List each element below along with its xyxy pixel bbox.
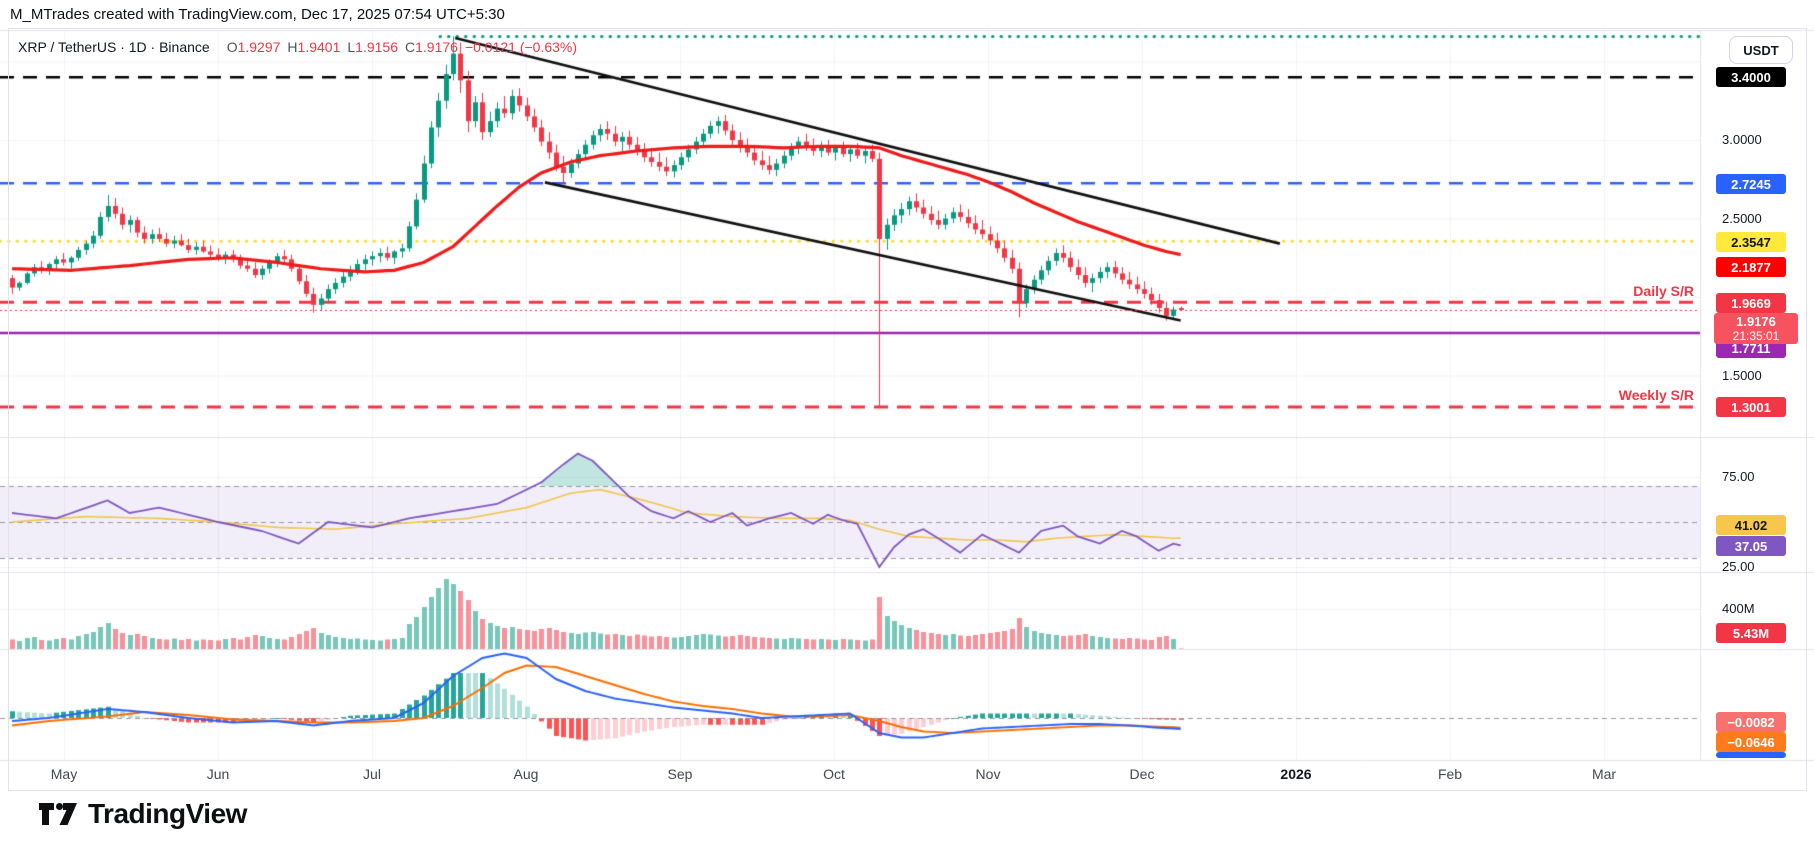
price-scale-label: 3.0000 <box>1722 132 1762 147</box>
indicator-value-tag: 37.05 <box>1716 536 1786 556</box>
time-axis-label: Jun <box>206 766 230 782</box>
price-level-tag: 2.3547 <box>1716 232 1786 252</box>
time-axis-label: Jul <box>363 766 381 782</box>
price-level-tag: 2.7245 <box>1716 174 1786 194</box>
ohlc-value: 1.9176 <box>415 39 458 55</box>
time-axis-label: Nov <box>975 766 1001 782</box>
price-level-tag: 3.4000 <box>1716 67 1786 87</box>
indicator-value-tag: 5.43M <box>1716 623 1786 643</box>
ohlc-key: O <box>226 39 238 55</box>
symbol-title[interactable]: XRP / TetherUS · 1D · Binance <box>18 39 210 55</box>
current-price-tag: 1.9176 21:35:01 <box>1714 313 1798 344</box>
ohlc-key: H <box>287 39 298 55</box>
ohlc-value: 1.9401 <box>297 39 341 55</box>
chart-legend: XRP / TetherUS · 1D · Binance O1.9297 H1.9… <box>18 39 577 55</box>
ohlc-values: O1.9297 H1.9401 L1.9156 C1.9176 <box>220 39 458 55</box>
time-axis-label: Mar <box>1591 766 1617 782</box>
price-level-tag: 1.3001 <box>1716 397 1786 417</box>
price-scale-label: 75.00 <box>1722 469 1755 484</box>
time-axis-label: Sep <box>667 766 693 782</box>
tradingview-logo[interactable]: TradingView <box>38 798 247 830</box>
sr-label: Weekly S/R <box>1618 387 1694 403</box>
ohlc-value: 1.9297 <box>237 39 281 55</box>
ohlc-value: 1.9156 <box>355 39 398 55</box>
price-level-tag: 2.1877 <box>1716 257 1786 277</box>
time-axis-label: Oct <box>823 766 845 782</box>
price-level-tag: 1.9669 <box>1716 293 1786 313</box>
time-axis-label: Feb <box>1437 766 1463 782</box>
indicator-value-tag <box>1716 752 1786 758</box>
current-price: 1.9176 <box>1736 313 1776 329</box>
sr-label: Daily S/R <box>1633 283 1694 299</box>
tradingview-logo-icon <box>38 802 78 826</box>
time-axis-label: May <box>50 766 78 782</box>
tradingview-logo-text: TradingView <box>88 798 247 829</box>
price-scale-label: 400M <box>1722 601 1755 616</box>
time-axis-label: 2026 <box>1280 766 1312 782</box>
currency-toggle-button[interactable]: USDT <box>1729 36 1793 64</box>
price-scale-label: 2.5000 <box>1722 211 1762 226</box>
price-chart-canvas[interactable] <box>0 0 1814 795</box>
indicator-value-tag: −0.0646 <box>1716 732 1786 752</box>
ohlc-key: C <box>404 39 416 55</box>
countdown-timer: 21:35:01 <box>1732 328 1780 343</box>
time-axis-label: Aug <box>513 766 539 782</box>
indicator-value-tag: −0.0082 <box>1716 712 1786 732</box>
price-scale-label: 25.00 <box>1722 559 1755 574</box>
change-value: −0.0121 (−0.63%) <box>464 39 578 55</box>
time-axis-label: Dec <box>1129 766 1155 782</box>
indicator-value-tag: 41.02 <box>1716 515 1786 535</box>
price-scale-label: 1.5000 <box>1722 368 1762 383</box>
ohlc-key: L <box>347 39 356 55</box>
